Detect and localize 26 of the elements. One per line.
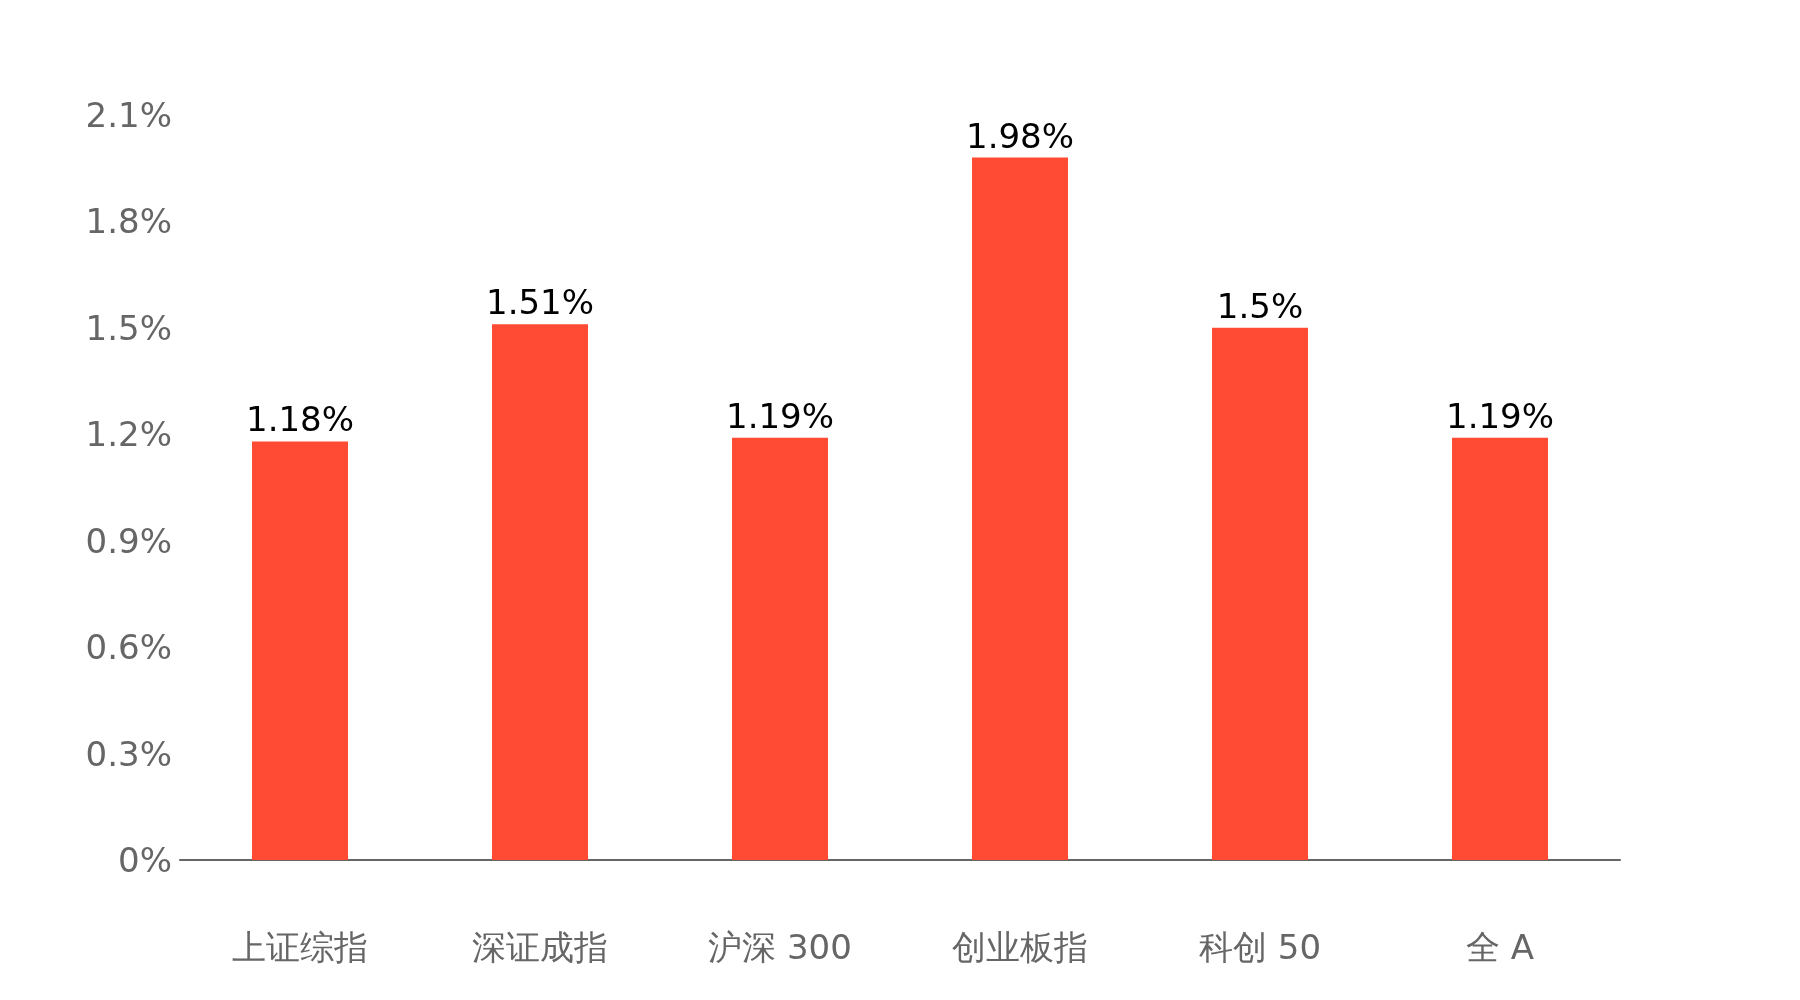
bar (252, 441, 348, 860)
y-tick-label: 1.8% (85, 201, 172, 242)
data-label: 1.19% (1445, 395, 1555, 436)
x-tick-label: 沪深 300 (708, 927, 852, 967)
y-tick-label: 0.3% (85, 733, 172, 774)
data-label: 1.18% (245, 399, 355, 440)
x-tick-label: 科创 50 (1198, 927, 1322, 967)
y-tick-label: 0.9% (85, 520, 172, 561)
y-tick-label: 0.6% (85, 627, 172, 668)
y-tick-label: 1.5% (85, 307, 172, 348)
data-label: 1.5% (1216, 285, 1304, 326)
data-label: 1.19% (725, 395, 835, 436)
x-tick-label: 上证综指 (232, 927, 368, 967)
bar (492, 324, 588, 860)
x-tick-label: 创业板指 (952, 927, 1088, 967)
bar (1212, 327, 1308, 860)
data-label: 1.51% (485, 282, 595, 323)
bar (1452, 437, 1548, 860)
y-tick-label: 2.1% (85, 95, 172, 135)
bar (732, 437, 828, 860)
x-tick-label: 深证成指 (472, 927, 608, 967)
y-tick-label: 1.2% (85, 414, 172, 455)
data-label: 1.98% (965, 115, 1075, 156)
y-tick-label: 0% (118, 840, 172, 880)
x-tick-label: 全 A (1465, 927, 1535, 967)
bar (972, 157, 1068, 860)
